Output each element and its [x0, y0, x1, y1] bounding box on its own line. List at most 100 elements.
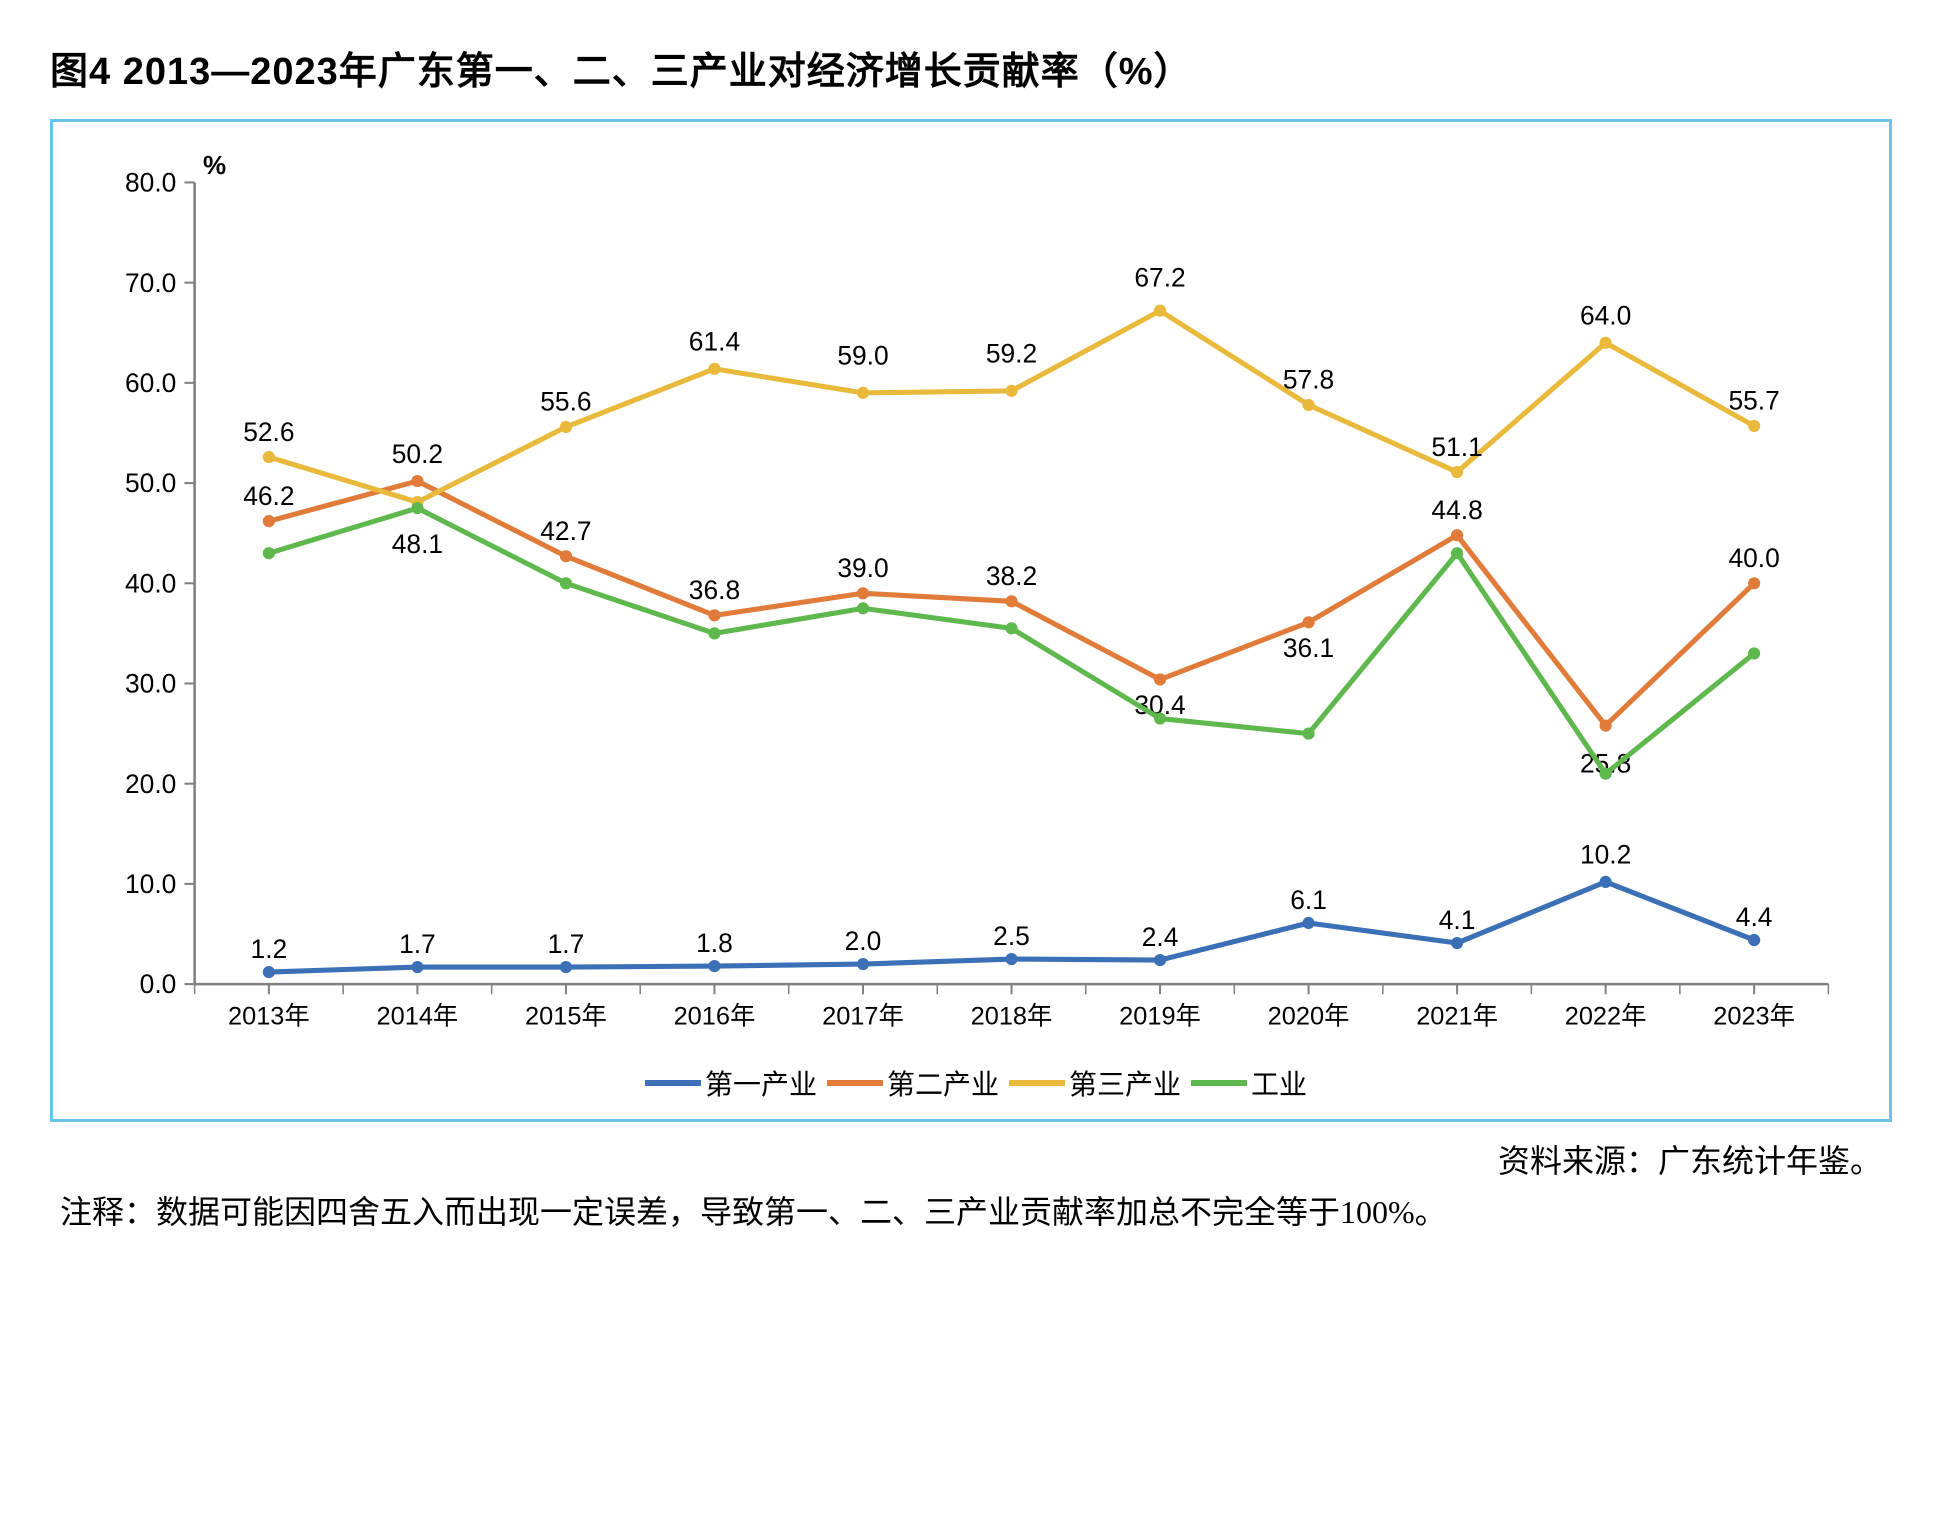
series-marker: [1748, 934, 1760, 946]
legend-label: 第三产业: [1069, 1063, 1181, 1103]
data-label: 1.7: [548, 929, 585, 959]
y-tick-label: 60.0: [125, 368, 176, 398]
y-tick-label: 10.0: [125, 869, 176, 899]
series-marker: [708, 609, 720, 621]
data-label: 57.8: [1283, 365, 1334, 395]
data-label: 48.1: [392, 529, 443, 559]
x-tick-label: 2019年: [1119, 1003, 1201, 1031]
legend-swatch: [827, 1080, 883, 1086]
series-marker: [1451, 547, 1463, 559]
legend-label: 工业: [1251, 1063, 1307, 1103]
series-marker: [411, 961, 423, 973]
x-tick-label: 2017年: [822, 1003, 904, 1031]
series-marker: [1154, 954, 1166, 966]
data-label: 10.2: [1580, 840, 1631, 870]
series-marker: [1005, 385, 1017, 397]
x-tick-label: 2021年: [1416, 1003, 1498, 1031]
data-label: 61.4: [689, 327, 740, 357]
series-marker: [263, 547, 275, 559]
y-axis-unit: %: [203, 150, 226, 181]
series-marker: [263, 966, 275, 978]
legend-label: 第一产业: [705, 1063, 817, 1103]
x-tick-label: 2015年: [525, 1003, 607, 1031]
x-tick-label: 2018年: [971, 1003, 1053, 1031]
data-label: 39.0: [837, 553, 888, 583]
legend-label: 第二产业: [887, 1063, 999, 1103]
series-marker: [1748, 647, 1760, 659]
series-marker: [1005, 622, 1017, 634]
series-marker: [857, 602, 869, 614]
data-label: 46.2: [243, 481, 294, 511]
series-marker: [857, 958, 869, 970]
series-marker: [857, 587, 869, 599]
series-marker: [1302, 728, 1314, 740]
series-marker: [1302, 399, 1314, 411]
series-marker: [857, 387, 869, 399]
data-label: 38.2: [986, 561, 1037, 591]
legend-swatch: [1191, 1080, 1247, 1086]
series-marker: [1748, 577, 1760, 589]
series-marker: [1600, 768, 1612, 780]
legend-swatch: [1009, 1080, 1065, 1086]
y-tick-label: 70.0: [125, 268, 176, 298]
y-tick-label: 20.0: [125, 769, 176, 799]
data-label: 2.5: [993, 921, 1030, 951]
data-label: 67.2: [1134, 262, 1185, 292]
line-chart-svg: 0.0 10.0 20.0 30.0 40.0 50.0 60.0 70.0 80.0 2013年…: [83, 152, 1869, 1045]
series-marker: [411, 475, 423, 487]
series-marker: [263, 515, 275, 527]
data-label: 4.4: [1736, 902, 1773, 932]
legend-item: 工业: [1191, 1063, 1307, 1103]
data-label: 55.6: [540, 387, 591, 417]
legend-item: 第一产业: [645, 1063, 817, 1103]
series-marker: [560, 550, 572, 562]
data-label: 59.0: [837, 340, 888, 370]
series-marker: [1748, 420, 1760, 432]
data-label: 2.4: [1142, 922, 1179, 952]
x-tick-label: 2016年: [674, 1003, 756, 1031]
chart-frame: % 0.0 10.0 20.0 30.0 40.0 50.0 60.0 70.0 80.0 201…: [50, 119, 1892, 1122]
series-marker: [1154, 673, 1166, 685]
x-tick-label: 2014年: [377, 1003, 459, 1031]
series-marker: [1154, 712, 1166, 724]
legend-item: 第三产业: [1009, 1063, 1181, 1103]
plot-area: % 0.0 10.0 20.0 30.0 40.0 50.0 60.0 70.0 80.0 201…: [83, 152, 1869, 1045]
series-marker: [708, 363, 720, 375]
data-label: 1.8: [696, 928, 733, 958]
data-label: 52.6: [243, 417, 294, 447]
series-marker: [1154, 305, 1166, 317]
chart-title: 图4 2013—2023年广东第一、二、三产业对经济增长贡献率（%）: [50, 40, 1892, 95]
series-marker: [1600, 337, 1612, 349]
data-label: 55.7: [1728, 386, 1779, 416]
series-marker: [1005, 953, 1017, 965]
series-marker: [1451, 466, 1463, 478]
y-tick-label: 80.0: [125, 168, 176, 198]
series-marker: [1600, 876, 1612, 888]
data-label: 50.2: [392, 439, 443, 469]
data-label: 64.0: [1580, 301, 1631, 331]
series-marker: [1451, 937, 1463, 949]
series-line: [269, 508, 1754, 774]
series-marker: [411, 502, 423, 514]
x-tick-label: 2013年: [228, 1003, 310, 1031]
source-text: 资料来源：广东统计年鉴。: [50, 1136, 1882, 1182]
series-marker: [560, 421, 572, 433]
note-text: 注释：数据可能因四舍五入而出现一定误差，导致第一、二、三产业贡献率加总不完全等于…: [60, 1188, 1882, 1236]
series-marker: [708, 627, 720, 639]
data-label: 1.7: [399, 929, 436, 959]
chart-legend: 第一产业 第二产业 第三产业 工业: [83, 1063, 1869, 1103]
x-tick-label: 2023年: [1713, 1003, 1795, 1031]
series-marker: [1600, 719, 1612, 731]
y-tick-label: 0.0: [140, 969, 177, 999]
data-label: 40.0: [1728, 543, 1779, 573]
y-tick-label: 50.0: [125, 468, 176, 498]
data-label: 36.1: [1283, 633, 1334, 663]
legend-item: 第二产业: [827, 1063, 999, 1103]
data-label: 44.8: [1431, 495, 1482, 525]
y-tick-label: 30.0: [125, 669, 176, 699]
series-marker: [263, 451, 275, 463]
data-label: 42.7: [540, 516, 591, 546]
legend-swatch: [645, 1080, 701, 1086]
series-marker: [1302, 616, 1314, 628]
data-label: 2.0: [845, 926, 882, 956]
